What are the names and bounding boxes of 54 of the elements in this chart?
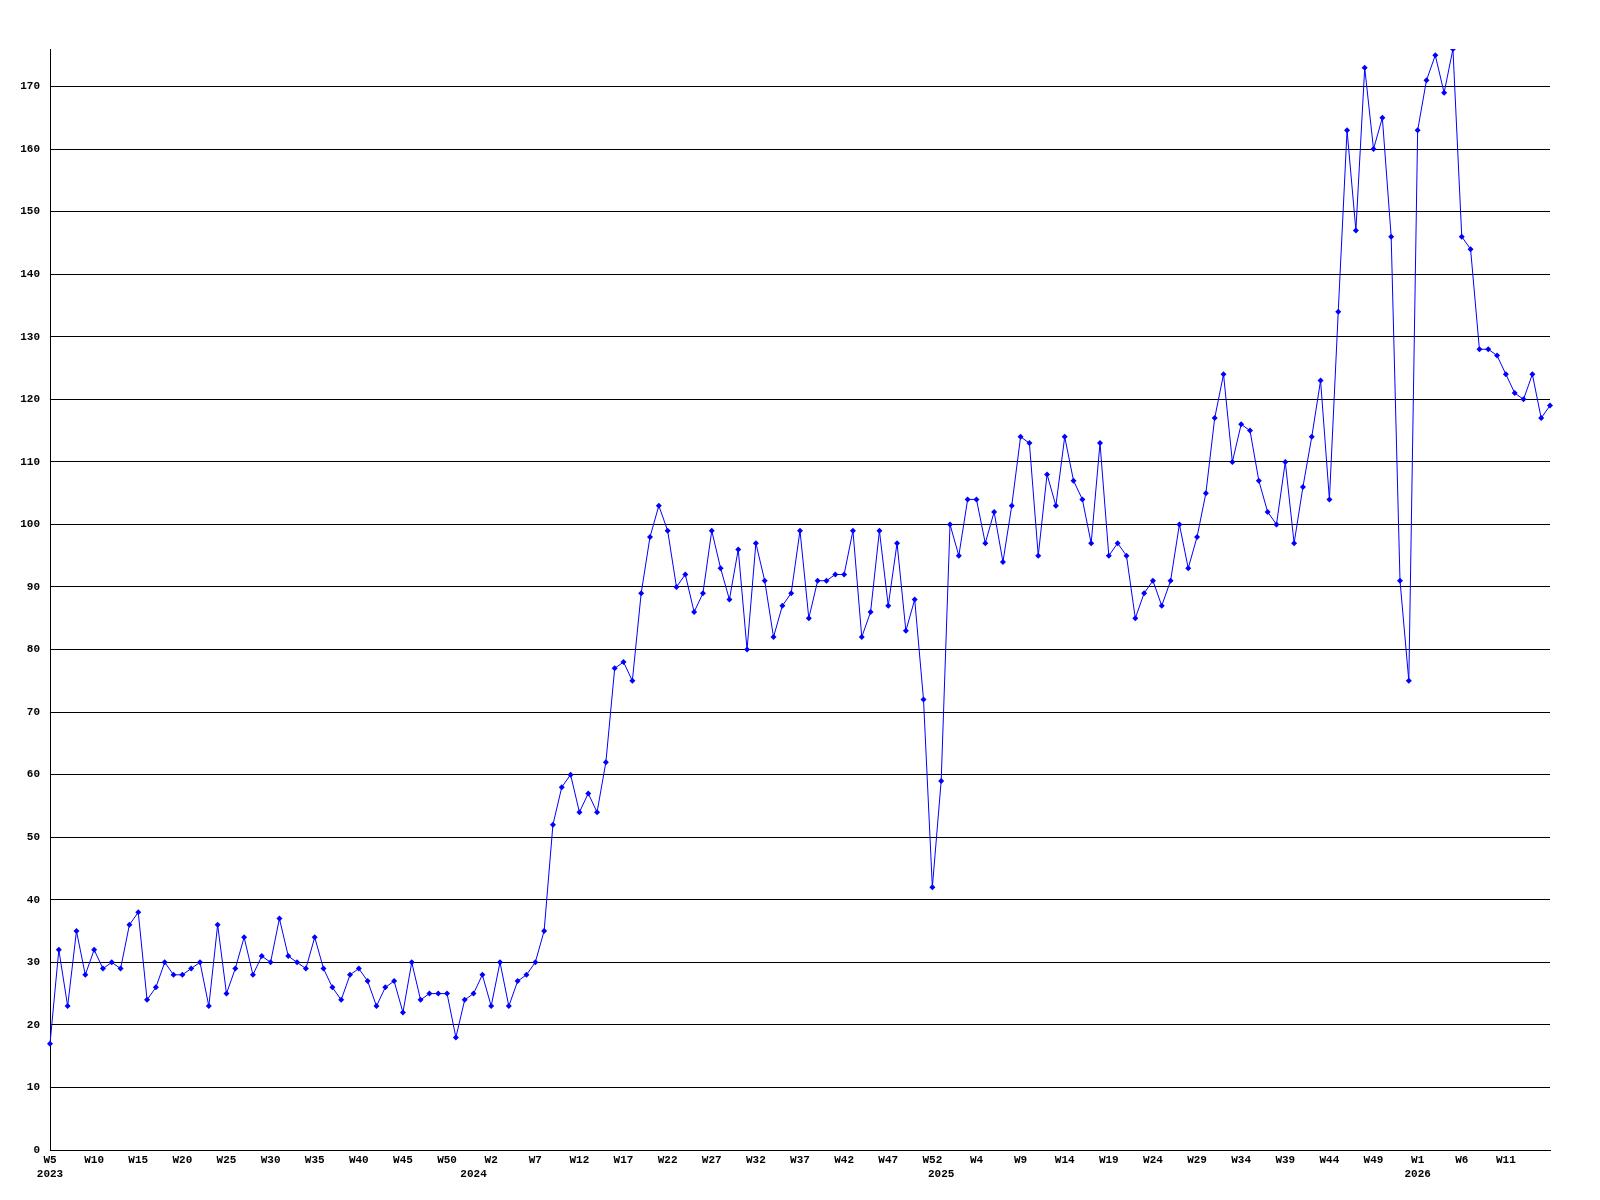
x-tick-label: W40 [348, 1154, 369, 1167]
y-tick-label: 50 [26, 830, 40, 843]
x-tick-label: W32 [745, 1154, 766, 1167]
x-tick-label: W7 [528, 1154, 542, 1167]
x-tick-label: W30 [260, 1154, 281, 1167]
x-tick-label: W44 [1319, 1154, 1340, 1167]
y-tick-label: 80 [26, 643, 40, 656]
y-tick-label: 100 [20, 518, 40, 531]
x-tick-label: 2025 [927, 1167, 955, 1180]
x-tick-label: W39 [1275, 1154, 1296, 1167]
y-tick-label: 30 [26, 956, 40, 969]
x-tick-label: 2024 [460, 1167, 488, 1180]
x-tick-label: W27 [701, 1154, 722, 1167]
x-tick-label: W25 [216, 1154, 237, 1167]
y-tick-label: 110 [20, 455, 40, 468]
x-tick-label: W47 [878, 1154, 899, 1167]
x-tick-label: W49 [1363, 1154, 1384, 1167]
x-tick-label: W4 [969, 1154, 984, 1167]
y-tick-label: 20 [26, 1018, 40, 1031]
x-tick-label: W24 [1143, 1154, 1164, 1167]
y-tick-label: 0 [33, 1143, 40, 1156]
y-tick-label: 40 [26, 893, 40, 906]
x-tick-label: W9 [1013, 1154, 1028, 1167]
x-tick-label: W2 [484, 1154, 498, 1167]
y-tick-label: 70 [26, 705, 40, 718]
y-tick-label: 130 [20, 330, 40, 343]
x-tick-label: W50 [437, 1154, 457, 1167]
y-tick-label: 160 [20, 142, 40, 155]
x-tick-label: W35 [304, 1154, 325, 1167]
y-tick-label: 150 [20, 205, 40, 218]
x-tick-label: W1 2026 [1404, 1154, 1431, 1180]
x-tick-label: W12 [569, 1154, 590, 1167]
y-tick-label: 10 [26, 1081, 40, 1094]
x-tick-label: W6 [1455, 1154, 1469, 1167]
x-tick-label: W5 2023 [36, 1154, 64, 1180]
x-tick-label: W52 [922, 1154, 943, 1167]
x-tick-label: W10 [84, 1154, 105, 1167]
x-tick-label: W20 [172, 1154, 193, 1167]
x-tick-label: W37 [790, 1154, 810, 1167]
y-tick-label: 60 [26, 768, 40, 781]
x-tick-label: W19 [1098, 1154, 1119, 1167]
x-tick-label: W29 [1187, 1154, 1207, 1167]
x-tick-label: W45 [393, 1154, 414, 1167]
x-tick-label: W15 [128, 1154, 149, 1167]
x-tick-label: W14 [1054, 1154, 1075, 1167]
x-tick-label: W11 [1495, 1154, 1517, 1167]
y-tick-label: 120 [20, 393, 40, 406]
y-tick-label: 170 [20, 80, 40, 93]
x-tick-label: W22 [657, 1154, 678, 1167]
x-tick-label: W42 [834, 1154, 855, 1167]
x-tick-label: W17 [613, 1154, 634, 1167]
y-tick-label: 140 [20, 267, 40, 280]
x-tick-label: W34 [1231, 1154, 1252, 1167]
y-tick-label: 90 [26, 580, 40, 593]
